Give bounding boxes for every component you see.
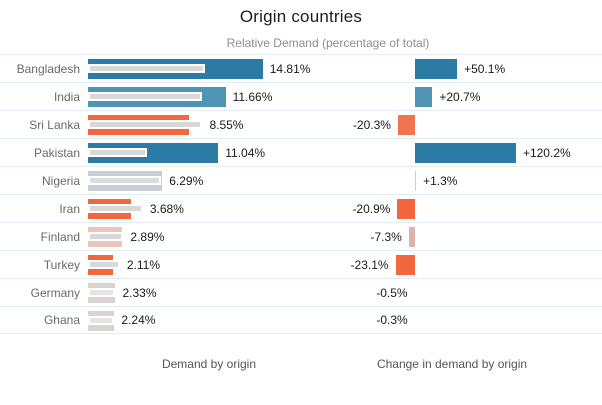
chart-row: Nigeria 6.29% +1.3% [0,166,602,194]
country-label: Finland [40,229,80,244]
chart-row: Finland 2.89% -7.3% [0,222,602,250]
demand-cell: 8.55% [88,111,340,138]
change-cell: -0.5% [340,279,602,306]
demand-cell: 11.66% [88,83,340,110]
change-bar [408,226,415,247]
demand-value-label: 11.04% [225,145,266,160]
change-cell: -7.3% [340,223,602,250]
chart-row: India 11.66% +20.7% [0,82,602,110]
change-value-label: -20.9% [352,201,391,216]
demand-cell: 6.29% [88,167,340,194]
change-bar [415,142,516,163]
country-label: Turkey [43,257,80,272]
comparison-bar [88,92,203,101]
right-panel-caption: Change in demand by origin [376,357,528,371]
demand-cell: 11.04% [88,139,340,166]
demand-cell: 2.89% [88,223,340,250]
demand-value-label: 2.89% [130,229,165,244]
comparison-bar [88,120,203,129]
demand-value-label: 6.29% [169,173,204,188]
comparison-bar [88,204,143,213]
demand-value-label: 2.24% [121,313,156,327]
chart-row: Pakistan 11.04% +120.2% [0,138,602,166]
chart-row: Sri Lanka 8.55% -20.3% [0,110,602,138]
demand-value-label: 2.33% [122,285,157,300]
chart-row: Bangladesh 14.81% +50.1% [0,54,602,82]
comparison-bar [88,316,114,325]
demand-cell: 2.24% [88,307,340,333]
chart-subtitle: Relative Demand (percentage of total) [226,36,430,50]
demand-value-label: 2.11% [126,257,160,272]
demand-cell: 2.33% [88,279,340,306]
change-value-label: -0.3% [376,313,408,327]
change-value-label: -23.1% [350,257,389,272]
change-bar [397,198,415,219]
change-bar [415,170,417,191]
comparison-bar [88,176,161,185]
change-cell: +20.7% [340,83,602,110]
demand-bar [88,142,219,163]
chart-row: Iran 3.68% -20.9% [0,194,602,222]
demand-value-label: 3.68% [149,201,184,216]
left-panel-caption: Demand by origin [161,357,257,371]
chart-row: Turkey 2.11% -23.1% [0,250,602,278]
change-value-label: +20.7% [439,89,481,104]
change-value-label: +50.1% [464,61,506,76]
comparison-bar [88,64,205,73]
chart-rows: Bangladesh 14.81% +50.1% India 11.66% +20.7% S… [0,54,602,334]
change-value-label: -20.3% [352,117,391,132]
country-label: Germany [30,285,80,300]
change-bar [415,86,433,107]
demand-cell: 3.68% [88,195,340,222]
demand-value-label: 8.55% [209,117,244,132]
chart-row: Germany 2.33% -0.5% [0,278,602,306]
chart-title: Origin countries [239,7,363,26]
demand-cell: 14.81% [88,55,340,82]
country-label: Ghana [43,313,80,327]
country-label: Nigeria [41,173,80,188]
change-cell: +1.3% [340,167,602,194]
change-cell: -20.9% [340,195,602,222]
demand-cell: 2.11% [88,251,340,278]
country-label: Bangladesh [16,61,80,76]
change-value-label: +1.3% [423,173,458,188]
change-bar [397,114,415,135]
comparison-bar [88,288,116,297]
change-bar [395,254,415,275]
change-bar [415,58,458,79]
demand-value-label: 11.66% [232,89,273,104]
country-label: Iran [59,201,80,216]
comparison-bar [88,148,147,157]
change-value-label: +120.2% [522,145,571,160]
country-label: India [53,89,80,104]
country-label: Sri Lanka [29,117,80,132]
demand-value-label: 14.81% [269,61,311,76]
change-cell: +50.1% [340,55,602,82]
change-cell: -23.1% [340,251,602,278]
change-cell: -20.3% [340,111,602,138]
comparison-bar [88,232,124,241]
country-label: Pakistan [33,145,80,160]
change-cell: -0.3% [340,307,602,333]
change-value-label: -0.5% [376,285,408,300]
change-cell: +120.2% [340,139,602,166]
chart-row: Ghana 2.24% -0.3% [0,306,602,334]
comparison-bar [88,260,120,269]
change-value-label: -7.3% [370,229,402,244]
